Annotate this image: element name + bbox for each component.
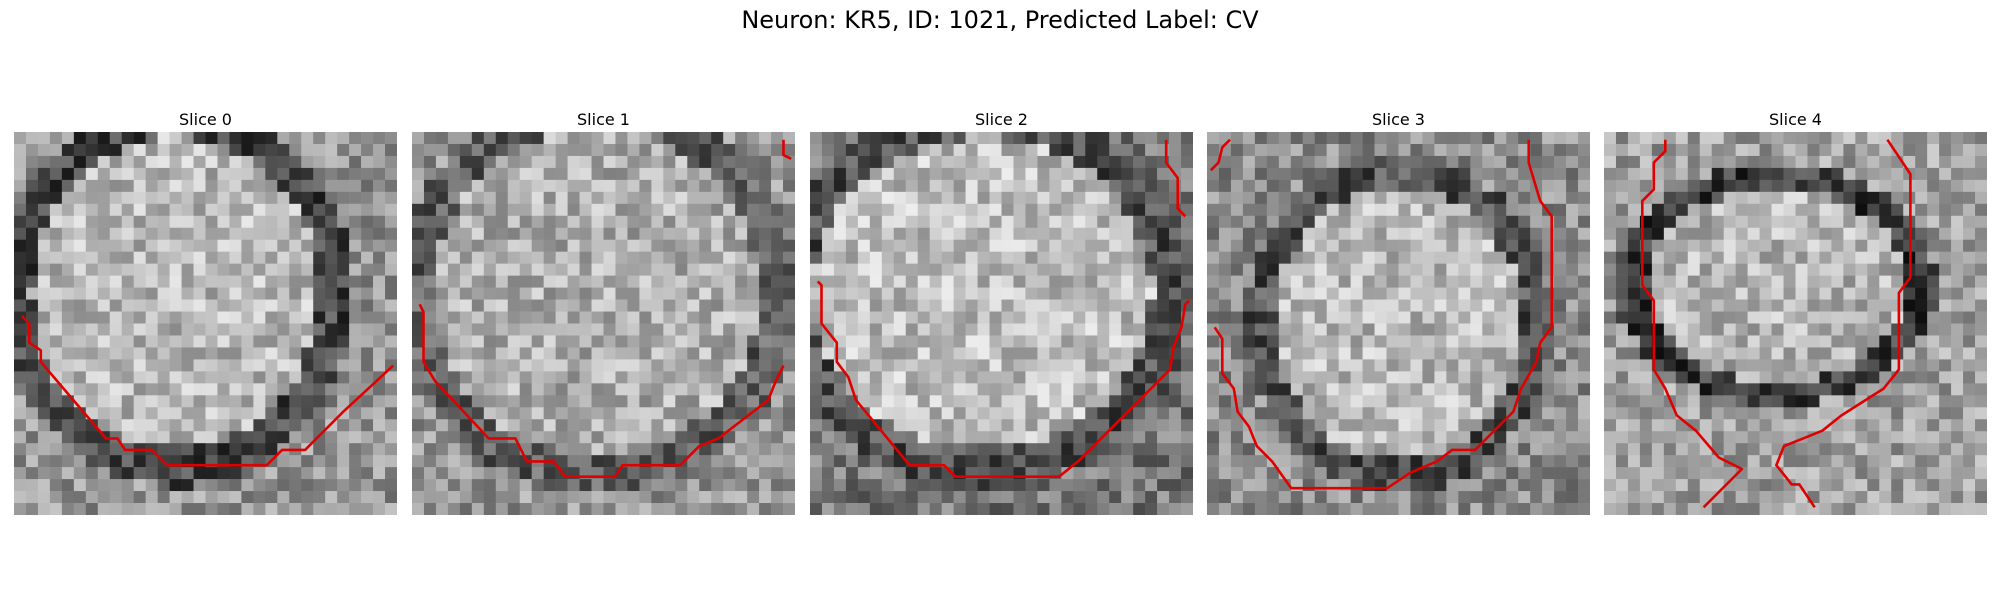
slice-image-1 [412,132,795,515]
slice-image-4 [1604,132,1987,515]
slice-title-4: Slice 4 [1769,110,1822,129]
contour-line-0 [816,280,1191,479]
pixel-texture [14,132,397,515]
slice-panel-0: Slice 0 [14,108,397,515]
slice-panel-1: Slice 1 [412,108,795,515]
contour-line-0 [20,314,395,467]
slice-panel-3: Slice 3 [1207,108,1590,515]
slice-panel-2: Slice 2 [810,108,1193,515]
slice-title-0: Slice 0 [179,110,232,129]
contour-line-1 [1775,138,1912,509]
contour-line-1 [782,139,792,160]
contour-line-0 [1640,139,1744,509]
figure-title: Neuron: KR5, ID: 1021, Predicted Label: … [741,6,1259,34]
slice-title-2: Slice 2 [975,110,1028,129]
slice-image-0 [14,132,397,515]
slice-image-3 [1207,132,1590,515]
slice-title-3: Slice 3 [1372,110,1425,129]
pixel-texture [810,132,1193,515]
contour-line-0 [418,303,785,479]
slice-image-2 [810,132,1193,515]
contour-line-1 [1209,138,1231,172]
pixel-texture [1604,132,1987,515]
pixel-texture [412,132,795,515]
contour-line-0 [1213,139,1554,490]
contour-line-1 [1164,139,1187,218]
slice-panel-4: Slice 4 [1604,108,1987,515]
pixel-texture [1207,132,1590,515]
slice-title-1: Slice 1 [577,110,630,129]
